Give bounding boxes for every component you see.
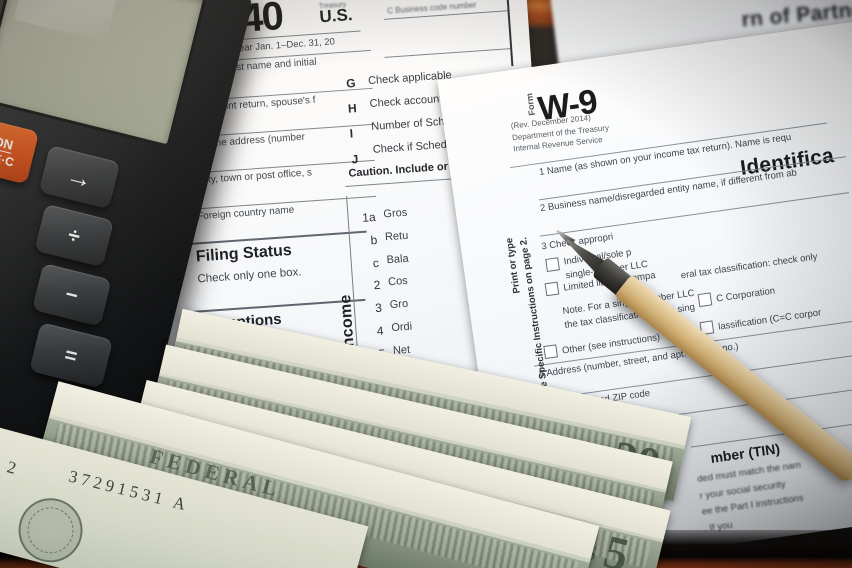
arrow-key[interactable]: → (38, 145, 121, 210)
checkbox-icon[interactable] (545, 257, 560, 272)
minus-key[interactable]: − (31, 263, 112, 327)
banknote-serial-number: 37291531 A (66, 466, 192, 515)
divide-key[interactable]: ÷ (34, 203, 114, 268)
w9-other-item: Other (see instructions) (561, 331, 661, 357)
filing-status-heading: Filing Status (195, 241, 293, 266)
w9-classification-item: lassification (C=C corpor (717, 307, 822, 333)
federal-reserve-seal (11, 491, 90, 568)
equals-key[interactable]: = (29, 322, 114, 389)
form-1040-us-label: U.S. (318, 5, 354, 27)
on-clear-key[interactable]: ON CE·C (0, 116, 40, 185)
form-w9-form-word: Form (524, 92, 538, 117)
form-1040-ghij-letters: G H I J (345, 76, 359, 167)
w9-line-2: 2 Business name/disregarded entity name,… (539, 167, 798, 215)
checkbox-icon[interactable] (544, 281, 560, 297)
w9-classification-label: eral tax classification: check only (680, 251, 819, 282)
w9-classification-item: C Corporation (715, 285, 776, 305)
calculator-display (0, 0, 207, 148)
banknote-serial-prefix: 2 (5, 457, 23, 479)
checkbox-icon[interactable] (697, 292, 713, 308)
filing-status-sub: Check only one box. (197, 266, 302, 286)
caution-text: Caution. Include or (348, 160, 449, 180)
